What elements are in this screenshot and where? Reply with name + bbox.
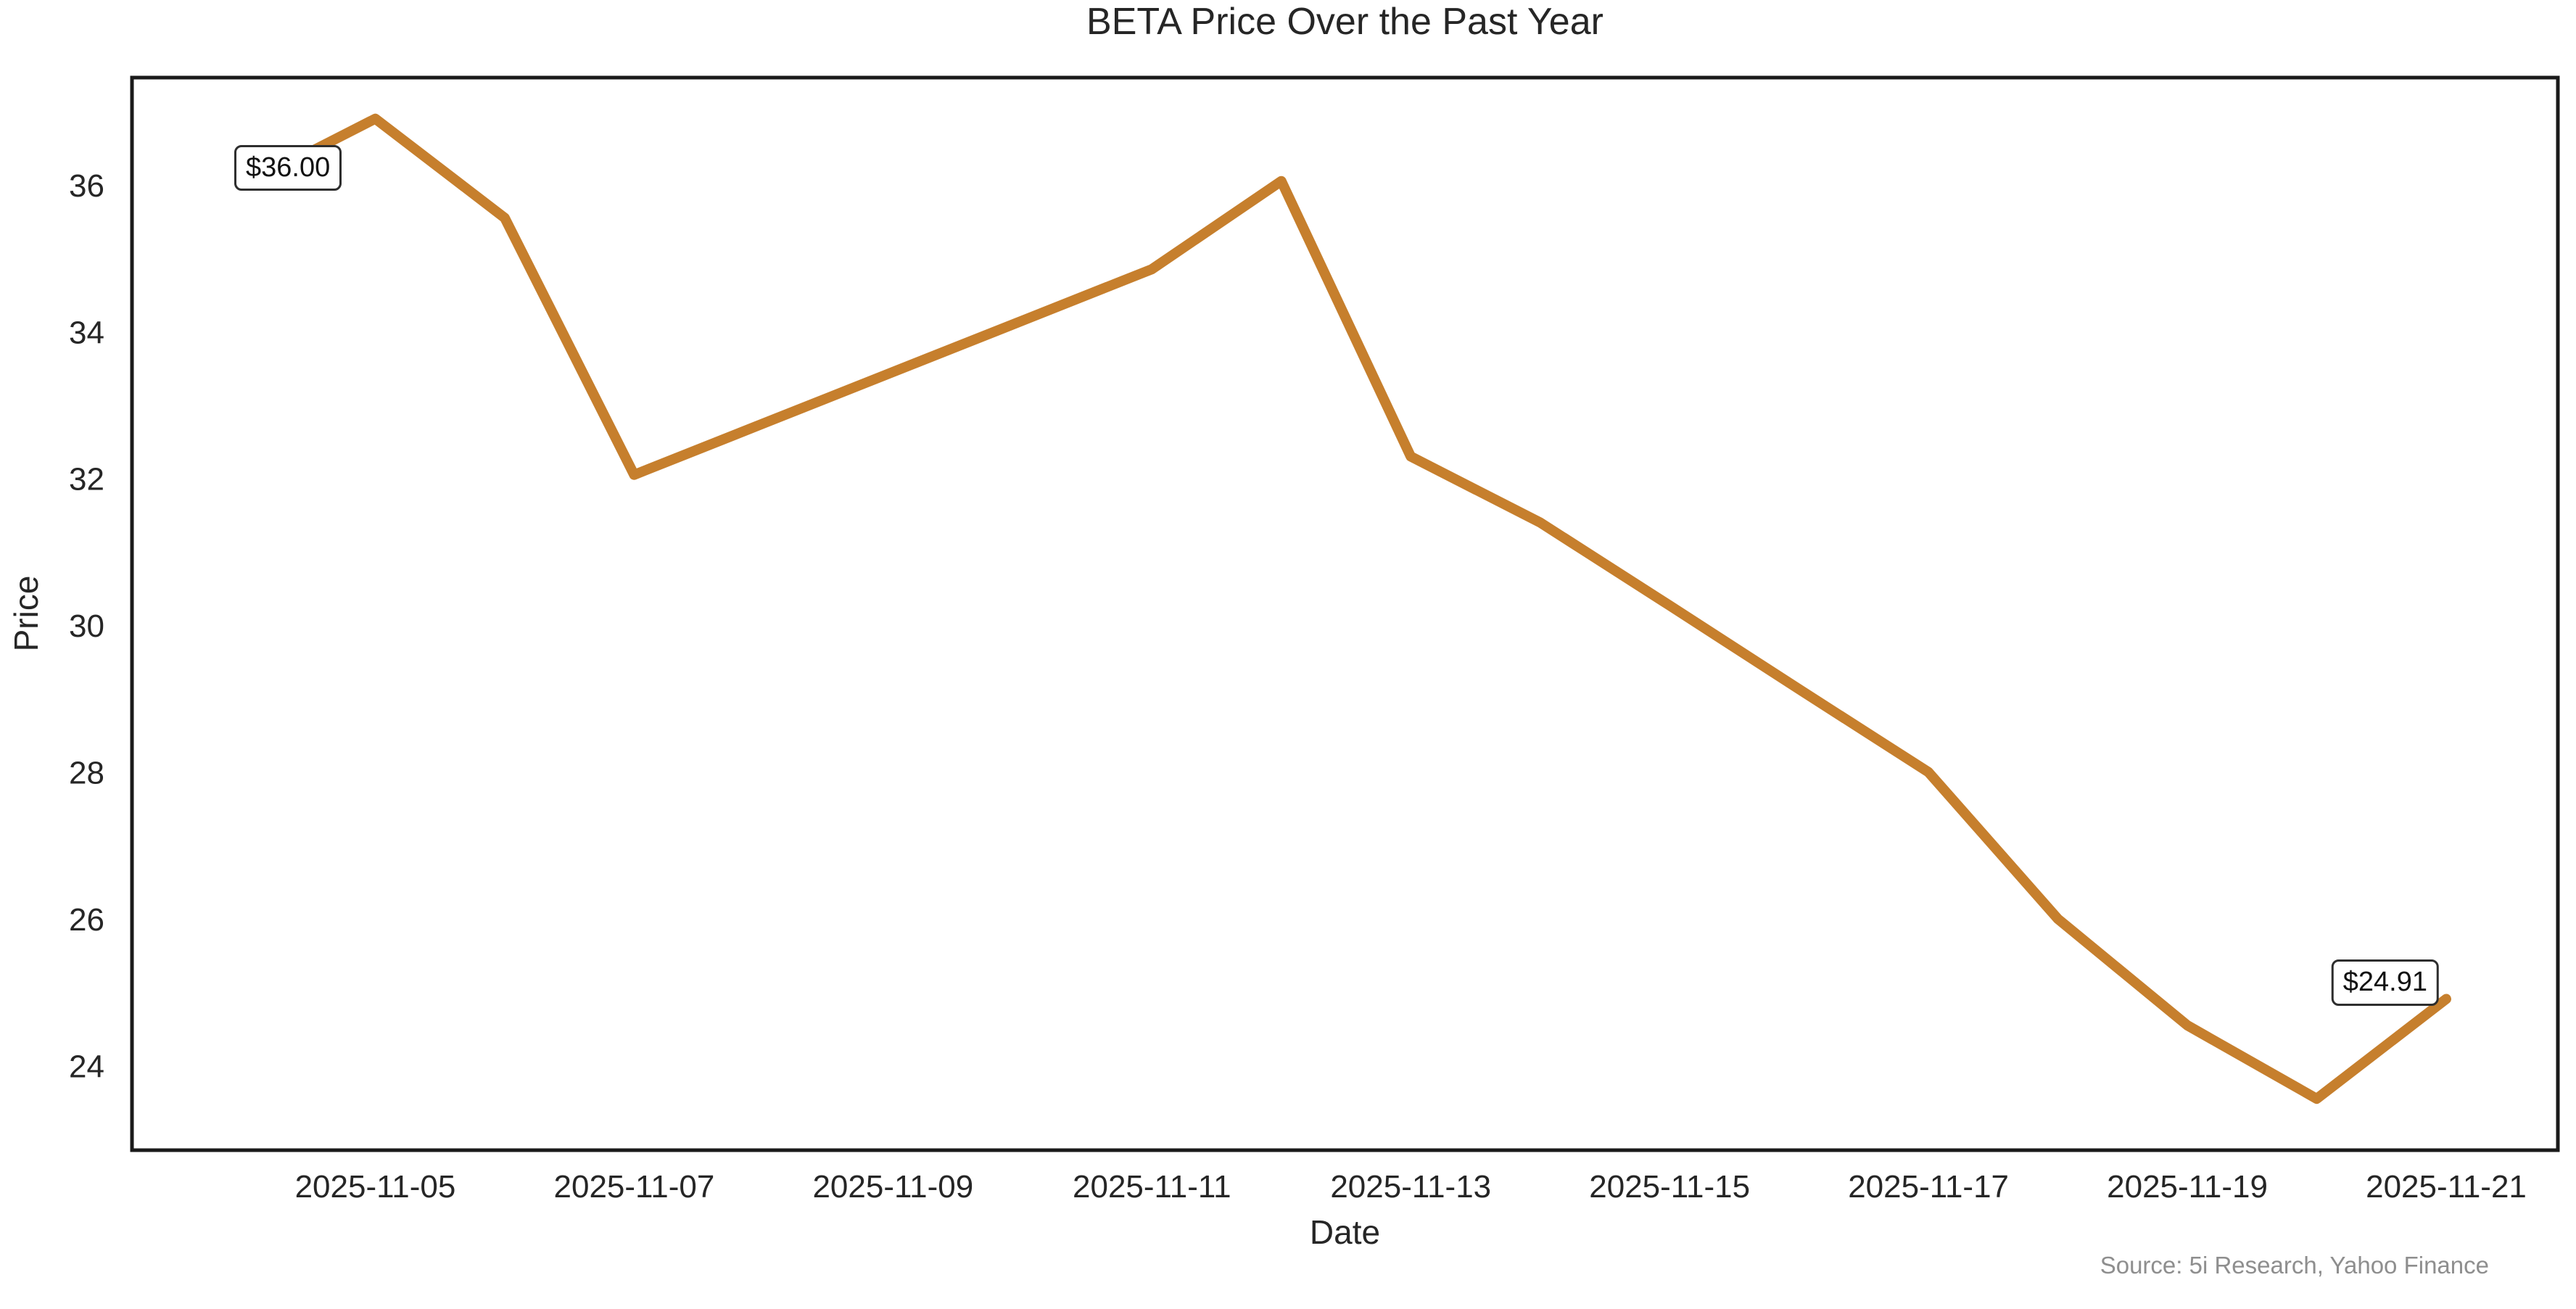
y-axis-label: Price bbox=[7, 575, 45, 652]
x-tick-label-2025-11-09: 2025-11-09 bbox=[812, 1169, 973, 1205]
annotation-start-price: $36.00 bbox=[234, 144, 342, 191]
x-tick-label-2025-11-05: 2025-11-05 bbox=[295, 1169, 456, 1205]
x-tick-label-2025-11-17: 2025-11-17 bbox=[1848, 1169, 2009, 1205]
y-tick-label-36: 36 bbox=[69, 168, 104, 204]
y-tick-label-24: 24 bbox=[69, 1049, 104, 1085]
y-tick-label-32: 32 bbox=[69, 462, 104, 497]
y-tick-label-28: 28 bbox=[69, 756, 104, 791]
x-tick-label-2025-11-13: 2025-11-13 bbox=[1330, 1169, 1491, 1205]
x-tick-label-2025-11-19: 2025-11-19 bbox=[2107, 1169, 2268, 1205]
x-tick-label-2025-11-11: 2025-11-11 bbox=[1073, 1169, 1231, 1205]
x-tick-label-2025-11-15: 2025-11-15 bbox=[1589, 1169, 1750, 1205]
source-note: Source: 5i Research, Yahoo Finance bbox=[2100, 1252, 2489, 1279]
x-tick-label-2025-11-07: 2025-11-07 bbox=[554, 1169, 715, 1205]
x-axis-label: Date bbox=[1309, 1213, 1381, 1251]
y-tick-label-34: 34 bbox=[69, 315, 104, 350]
plot-border bbox=[130, 75, 2560, 1152]
annotation-end-price: $24.91 bbox=[2331, 959, 2439, 1006]
price-line bbox=[241, 113, 2451, 1104]
y-tick-label-30: 30 bbox=[69, 608, 104, 644]
y-tick-label-26: 26 bbox=[69, 902, 104, 938]
x-tick-label-2025-11-21: 2025-11-21 bbox=[2366, 1169, 2527, 1205]
chart-title: BETA Price Over the Past Year bbox=[1086, 1, 1603, 43]
